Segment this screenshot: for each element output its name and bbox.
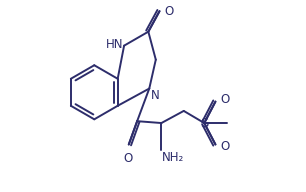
Text: O: O <box>220 93 230 106</box>
Text: S: S <box>200 117 208 130</box>
Text: O: O <box>220 140 230 153</box>
Text: N: N <box>151 89 159 103</box>
Text: HN: HN <box>106 38 123 51</box>
Text: NH₂: NH₂ <box>162 151 185 164</box>
Text: O: O <box>123 152 132 165</box>
Text: O: O <box>165 5 174 18</box>
